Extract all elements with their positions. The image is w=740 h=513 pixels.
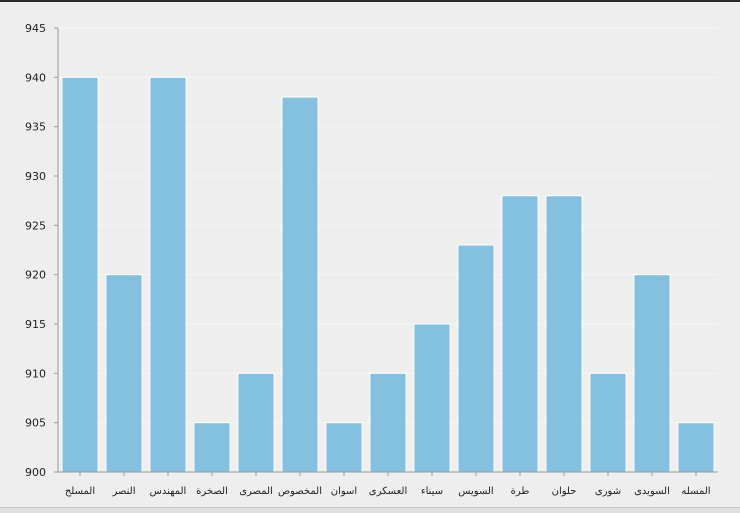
- bar-9: [457, 244, 495, 473]
- bar-13: [633, 274, 671, 473]
- window-bottom-strip: [0, 507, 740, 513]
- y-tick-label-6: 930: [25, 170, 46, 183]
- y-tick-label-9: 945: [25, 22, 46, 35]
- x-category-label-10: طرة: [511, 486, 530, 497]
- y-tick-label-8: 940: [25, 71, 46, 84]
- x-category-label-13: السويدى: [634, 486, 670, 497]
- y-tick-label-7: 935: [25, 121, 46, 134]
- y-tick-label-0: 900: [25, 466, 46, 479]
- x-category-label-1: النصر: [111, 486, 135, 497]
- x-category-label-7: العسكرى: [369, 486, 407, 497]
- x-category-label-4: المصرى: [239, 486, 273, 497]
- bars: [61, 76, 715, 473]
- window-top-border: [0, 0, 740, 2]
- y-tick-label-1: 905: [25, 417, 46, 430]
- x-category-label-8: سيناء: [421, 486, 443, 497]
- y-tick-label-4: 920: [25, 269, 46, 282]
- y-tick-label-5: 925: [25, 219, 46, 232]
- bar-8: [413, 323, 451, 473]
- y-tick-labels: 900 905 910 915 920 925 930 935 940 945: [25, 22, 58, 479]
- x-category-label-12: شورى: [595, 486, 621, 497]
- x-category-label-3: الصخرة: [196, 486, 228, 497]
- x-category-label-2: المهندس: [150, 486, 187, 497]
- x-category-label-9: السويس: [458, 486, 493, 497]
- y-tick-label-3: 915: [25, 318, 46, 331]
- bar-6: [325, 422, 363, 473]
- x-category-label-5: المخصوص: [278, 486, 322, 497]
- bar-12: [589, 372, 627, 473]
- bar-7: [369, 372, 407, 473]
- bar-2: [149, 76, 187, 473]
- bar-0: [61, 76, 99, 473]
- bar-11: [545, 195, 583, 473]
- y-tick-label-2: 910: [25, 367, 46, 380]
- x-category-label-6: اسوان: [331, 486, 357, 497]
- bar-1: [105, 274, 143, 473]
- x-tick-labels: المسلح النصر المهندس الصخرة المصرى المخصوص اسو…: [65, 472, 711, 497]
- bar-5: [281, 96, 319, 473]
- bar-4: [237, 372, 275, 473]
- bar-3: [193, 422, 231, 473]
- x-category-label-11: حلوان: [552, 486, 577, 497]
- bar-10: [501, 195, 539, 473]
- x-category-label-0: المسلح: [65, 486, 95, 497]
- x-category-label-14: المسله: [681, 486, 710, 497]
- bar-14: [677, 422, 715, 473]
